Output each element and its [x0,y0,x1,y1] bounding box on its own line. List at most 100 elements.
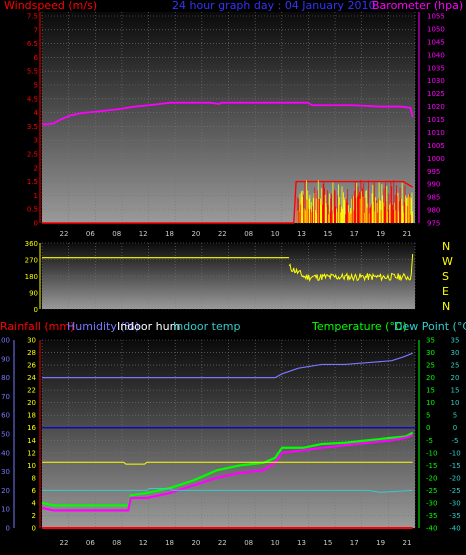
humidity-tick-label: 50 [1,431,10,439]
humidity-tick-label: 100 [0,337,10,345]
temperature-tick-label: 25 [451,362,460,370]
barometer-tick-label: 1045 [427,38,445,46]
temperature-tick-label: -40 [426,525,437,533]
gust-spikes [296,179,414,223]
time-tick-label: 08 [244,230,253,238]
temperature-tick-label: -10 [426,449,437,457]
direction-tick-label: 90 [29,290,38,298]
temperature-tick-label: 5 [453,412,457,420]
windspeed-tick-label: 7.5 [27,13,38,21]
barometer-tick-label: 1050 [427,25,445,33]
barometer-tick-label: 1055 [427,13,445,21]
barometer-tick-label: 1015 [427,116,445,124]
temperature-tick-label: -5 [452,437,459,445]
barometer-tick-label: 995 [427,168,440,176]
barometer-tick-label: 1025 [427,90,445,98]
temperature-tick-label: 35 [426,337,435,345]
humidity-tick-label: 0 [6,525,10,533]
temperature-tick-label: -40 [449,525,460,533]
barometer-tick-label: 980 [427,207,440,215]
compass-label: N [442,300,450,313]
time-tick-label: 13 [297,539,306,547]
humidity-tick-label: 70 [1,393,10,401]
time-tick-label: 13 [297,230,306,238]
time-tick-label: 21 [403,539,412,547]
windspeed-tick-label: 5.5 [27,68,38,76]
direction-tick-label: 180 [25,273,38,281]
temperature-axis: -40 -40 -35 -35 -30 -30 -25 -25 -20 -20 -15 -15 -10 -… [418,337,461,533]
temperature-line [41,431,414,507]
rainfall-tick-label: 22 [27,387,36,395]
rainfall-tick-label: 20 [27,399,36,407]
temperature-tick-label: 15 [426,387,435,395]
temperature-humidity-panel: 0102030405060708090100 02468101214161820… [0,320,466,547]
time-tick-label: 22 [60,230,69,238]
temperature-tick-label: 25 [426,362,435,370]
compass-label: S [442,270,449,283]
barometer-label: Barometer (hpa) [372,0,463,12]
barometer-tick-label: 1020 [427,103,445,111]
windspeed-tick-label: 1 [34,192,38,200]
time-tick-label: 21 [403,230,412,238]
humidity-tick-label: 60 [1,412,10,420]
windspeed-tick-label: 0.5 [27,206,38,214]
windspeed-tick-label: 5 [34,82,38,90]
humidity-label: Humidity (%) [67,320,139,333]
time-tick-label: 22 [218,230,227,238]
time-tick-label: 12 [139,539,148,547]
rainfall-tick-label: 0 [32,525,36,533]
windspeed-tick-label: 3 [34,137,38,145]
barometer-line [41,101,414,126]
wind-pressure-series [41,101,414,224]
temperature-label: Temperature (°C) [311,320,407,333]
time-tick-label: 10 [271,230,280,238]
rainfall-label: Rainfall (mm) [0,320,74,333]
time-tick-label: 08 [112,230,121,238]
temperature-tick-label: 15 [451,387,460,395]
barometer-tick-label: 1035 [427,64,445,72]
wind-pressure-panel: 00.511.522.533.544.555.566.577.5 9759809… [4,0,463,238]
time-tick-label: 08 [112,539,121,547]
temperature-tick-label: 20 [451,374,460,382]
rainfall-tick-label: 8 [32,474,36,482]
time-tick-label: 20 [191,539,200,547]
windspeed-tick-label: 7 [34,26,38,34]
chart-title: 24 hour graph day : 04 January 2010 [172,0,376,12]
humidity-tick-label: 40 [1,449,10,457]
windspeed-tick-label: 4 [34,109,39,117]
barometer-tick-label: 1005 [427,142,445,150]
rainfall-tick-label: 14 [27,437,36,445]
temperature-tick-label: -25 [426,487,437,495]
rainfall-tick-label: 24 [27,374,36,382]
indoor-hum-label: Indoor hum [117,320,180,333]
temperature-tick-label: -15 [449,462,460,470]
barometer-tick-label: 990 [427,181,440,189]
windspeed-tick-label: 2 [34,164,38,172]
humidity-tick-label: 90 [1,355,10,363]
wind-direction-grid [41,242,416,310]
temperature-tick-label: -5 [426,437,433,445]
humidity-tick-label: 80 [1,374,10,382]
barometer-tick-label: 975 [427,220,440,228]
humidity-line [42,352,413,379]
compass-label: E [442,285,449,298]
temperature-tick-label: 20 [426,374,435,382]
direction-tick-label: 0 [34,306,38,314]
windspeed-axis: 0 0.5 1 1.5 2 2.5 3 3.5 4 4.5 5 5.5 6 6.5 7 7.5 [27,12,41,228]
rainfall-tick-label: 4 [32,499,37,507]
dew-point-line [41,434,414,512]
rainfall-tick-label: 30 [27,337,36,345]
wind-direction-series [42,253,414,282]
dew-point-label: Dew Point (°C) [394,320,466,333]
direction-tick-label: 360 [25,240,38,248]
time-tick-label: 19 [376,539,385,547]
temperature-tick-label: 10 [451,399,460,407]
time-tick-label: 17 [350,230,359,238]
rainfall-tick-label: 6 [32,487,37,495]
humidity-tick-label: 30 [1,468,10,476]
temperature-tick-label: 0 [426,424,430,432]
windspeed-tick-label: 6.5 [27,40,38,48]
